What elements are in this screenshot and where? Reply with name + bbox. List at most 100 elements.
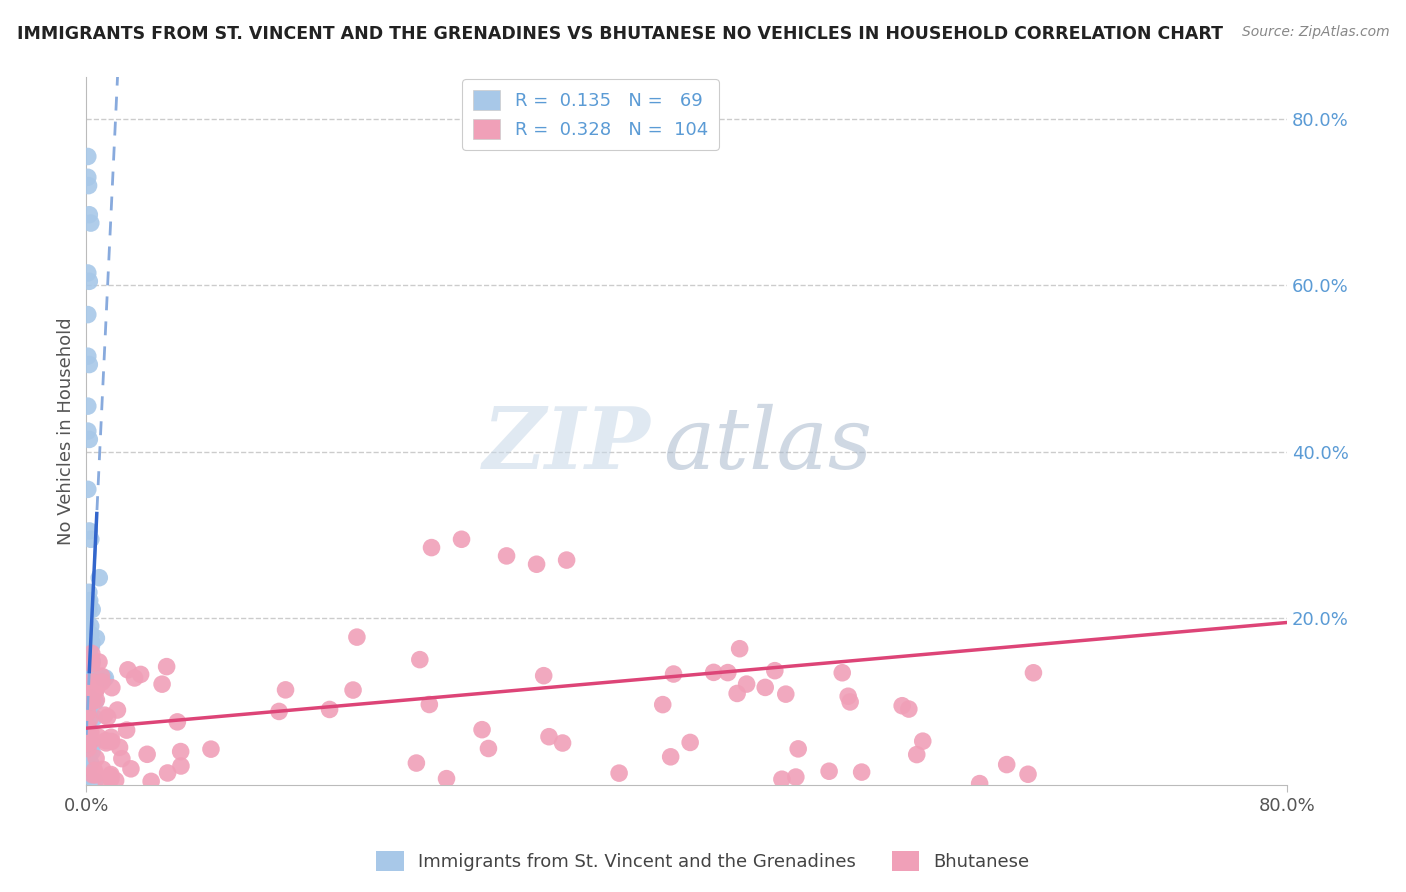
- Point: [77, 585, 100, 599]
- Point: [754, 681, 776, 695]
- Point: [82, 768, 104, 782]
- Point: [551, 736, 574, 750]
- Point: [851, 765, 873, 780]
- Point: [97, 710, 120, 724]
- Point: [318, 702, 340, 716]
- Point: [717, 665, 740, 680]
- Point: [607, 766, 630, 780]
- Point: [77, 714, 100, 729]
- Point: [77, 656, 100, 670]
- Point: [891, 698, 914, 713]
- Point: [80, 681, 103, 695]
- Point: [77, 747, 100, 761]
- Point: [115, 723, 138, 738]
- Point: [76, 619, 98, 633]
- Point: [80, 734, 103, 748]
- Point: [101, 681, 124, 695]
- Point: [837, 690, 859, 704]
- Point: [80, 216, 103, 230]
- Point: [728, 641, 751, 656]
- Point: [555, 553, 578, 567]
- Point: [84, 683, 107, 698]
- Point: [129, 667, 152, 681]
- Point: [100, 734, 122, 748]
- Point: [80, 619, 103, 633]
- Point: [659, 749, 682, 764]
- Point: [76, 483, 98, 497]
- Point: [79, 208, 101, 222]
- Point: [76, 736, 98, 750]
- Point: [79, 691, 101, 706]
- Point: [79, 703, 101, 717]
- Point: [136, 747, 159, 762]
- Point: [787, 742, 810, 756]
- Point: [911, 734, 934, 748]
- Point: [94, 671, 117, 685]
- Point: [77, 693, 100, 707]
- Point: [735, 677, 758, 691]
- Point: [100, 772, 122, 786]
- Point: [117, 663, 139, 677]
- Point: [96, 777, 118, 791]
- Point: [526, 558, 548, 572]
- Point: [770, 772, 793, 787]
- Point: [495, 549, 517, 563]
- Point: [77, 727, 100, 741]
- Point: [91, 675, 114, 690]
- Point: [91, 762, 114, 776]
- Text: Source: ZipAtlas.com: Source: ZipAtlas.com: [1241, 25, 1389, 39]
- Point: [76, 266, 98, 280]
- Point: [79, 704, 101, 718]
- Text: atlas: atlas: [662, 404, 872, 486]
- Point: [80, 533, 103, 547]
- Point: [76, 654, 98, 668]
- Point: [200, 742, 222, 756]
- Point: [82, 695, 104, 709]
- Point: [831, 665, 853, 680]
- Point: [76, 706, 98, 721]
- Point: [76, 658, 98, 673]
- Point: [77, 760, 100, 774]
- Point: [169, 745, 191, 759]
- Point: [76, 424, 98, 438]
- Point: [76, 728, 98, 742]
- Point: [77, 637, 100, 651]
- Point: [342, 683, 364, 698]
- Point: [79, 662, 101, 676]
- Point: [76, 308, 98, 322]
- Point: [79, 639, 101, 653]
- Point: [141, 774, 163, 789]
- Point: [897, 702, 920, 716]
- Point: [77, 695, 100, 709]
- Point: [76, 757, 98, 772]
- Point: [87, 730, 110, 744]
- Point: [533, 668, 555, 682]
- Point: [94, 708, 117, 723]
- Point: [100, 767, 122, 781]
- Point: [418, 698, 440, 712]
- Point: [679, 735, 702, 749]
- Point: [76, 697, 98, 711]
- Point: [77, 746, 100, 760]
- Point: [170, 759, 193, 773]
- Point: [87, 655, 110, 669]
- Point: [156, 659, 179, 673]
- Point: [93, 672, 115, 686]
- Point: [89, 571, 111, 585]
- Point: [267, 705, 290, 719]
- Point: [450, 533, 472, 547]
- Point: [84, 768, 107, 782]
- Point: [76, 633, 98, 648]
- Point: [79, 524, 101, 538]
- Point: [537, 730, 560, 744]
- Point: [120, 762, 142, 776]
- Point: [82, 602, 104, 616]
- Point: [77, 676, 100, 690]
- Point: [76, 349, 98, 363]
- Point: [79, 593, 101, 607]
- Point: [725, 686, 748, 700]
- Point: [90, 669, 112, 683]
- Point: [84, 682, 107, 697]
- Text: ZIP: ZIP: [482, 403, 651, 487]
- Point: [80, 627, 103, 641]
